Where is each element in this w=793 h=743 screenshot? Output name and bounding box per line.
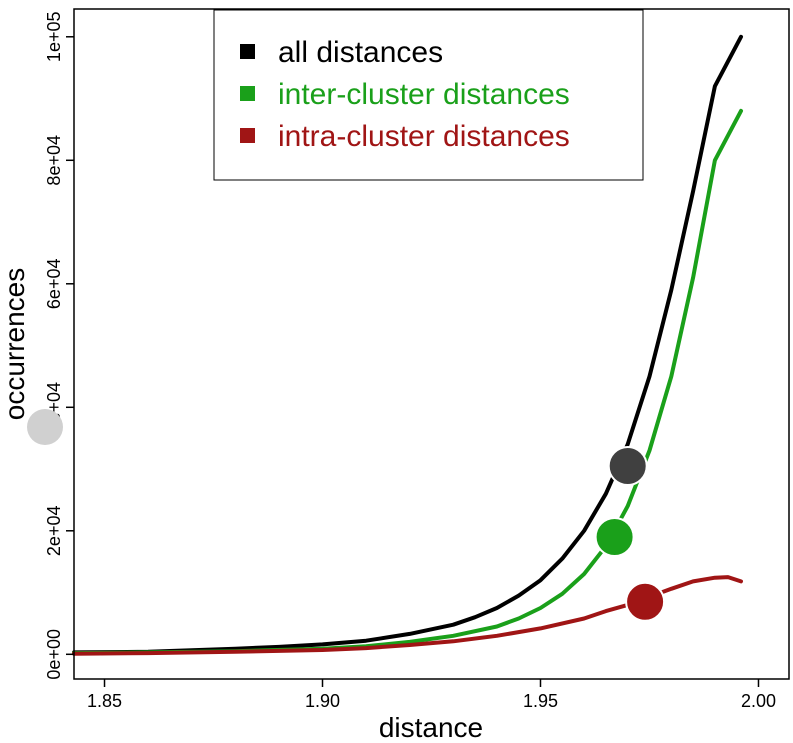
point-marker-3 — [625, 581, 666, 622]
y-axis-title: occurrences — [0, 268, 30, 421]
legend-label-1: all distances — [278, 36, 443, 69]
y-tick-label-5: 8e+04 — [44, 135, 64, 186]
y-tick-label-2: 2e+04 — [44, 506, 64, 557]
series-layer — [72, 34, 743, 656]
y-tick-label-6: 1e+05 — [44, 12, 64, 63]
x-tick-label-4: 2.00 — [741, 691, 776, 711]
plot-frame — [73, 8, 790, 680]
x-axis-title: distance — [379, 712, 483, 743]
x-axis: 1.85 1.90 1.95 2.00 — [87, 679, 776, 711]
y-tick-label-1: 0e+00 — [44, 629, 64, 680]
legend-box — [213, 9, 644, 181]
legend-label-2: inter-cluster distances — [278, 78, 570, 111]
legend: all distances inter-cluster distances intr… — [213, 9, 644, 181]
series-line-2 — [72, 108, 743, 656]
series-line-3 — [72, 575, 743, 656]
series-line-1 — [72, 34, 743, 655]
x-tick-label-1: 1.85 — [87, 691, 122, 711]
x-tick-label-3: 1.95 — [523, 691, 558, 711]
legend-label-3: intra-cluster distances — [278, 120, 570, 153]
marker-layer — [594, 446, 666, 622]
point-marker-1 — [607, 446, 648, 486]
y-tick-label-4: 6e+04 — [44, 259, 64, 310]
y-axis-marker — [27, 409, 63, 445]
legend-swatch-3 — [240, 128, 255, 143]
point-marker-2 — [594, 517, 635, 557]
legend-swatch-2 — [240, 86, 255, 101]
legend-swatch-1 — [240, 44, 255, 59]
x-tick-label-2: 1.90 — [305, 691, 340, 711]
